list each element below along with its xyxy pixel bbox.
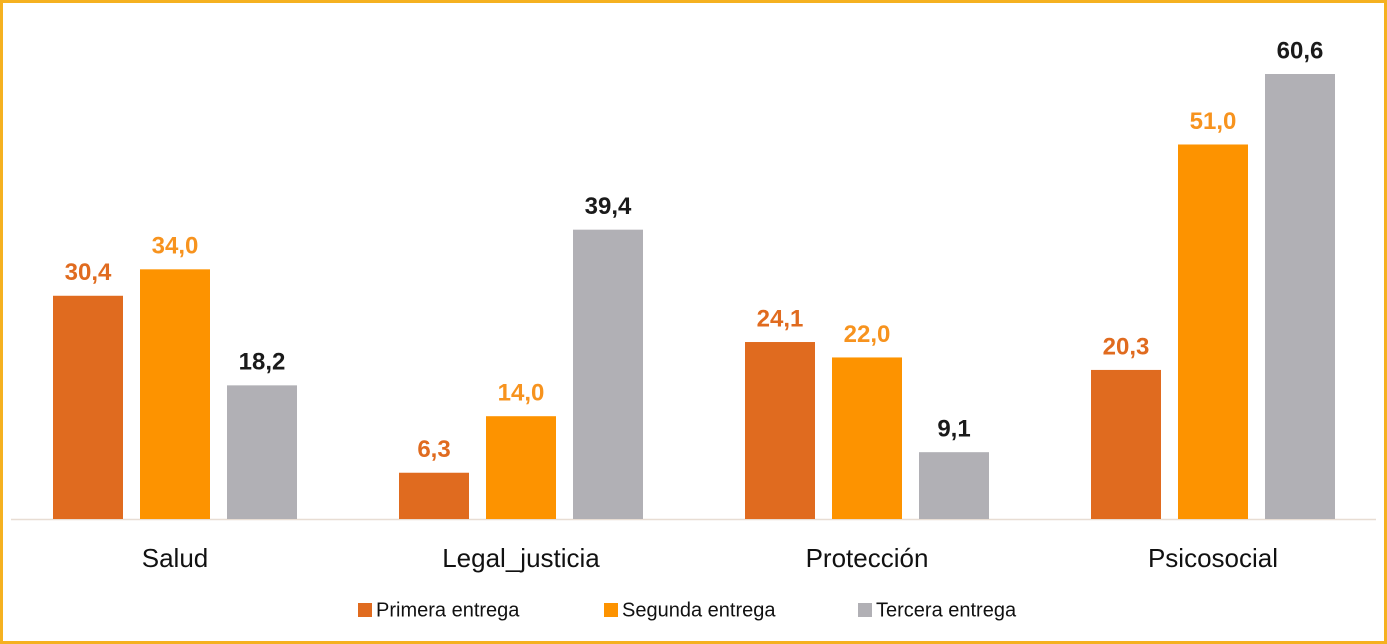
bar: [573, 229, 643, 519]
x-tick-label: Legal_justicia: [442, 543, 600, 573]
bar: [919, 452, 989, 519]
value-label: 34,0: [152, 233, 199, 260]
legend-label: Segunda entrega: [622, 599, 776, 621]
bar: [399, 472, 469, 519]
value-label: 22,0: [844, 321, 891, 348]
bar: [140, 269, 210, 519]
bar: [1265, 74, 1335, 519]
value-label: 24,1: [757, 305, 804, 332]
bar: [1178, 144, 1248, 519]
bar: [53, 295, 123, 519]
x-tick-label: Psicosocial: [1148, 543, 1278, 573]
value-label: 18,2: [239, 349, 286, 376]
bar: [1091, 369, 1161, 519]
value-label: 6,3: [417, 436, 450, 463]
value-label: 51,0: [1190, 108, 1237, 135]
bar: [832, 357, 902, 519]
bar: [227, 385, 297, 519]
x-tick-label: Salud: [142, 543, 209, 573]
bar: [486, 416, 556, 519]
legend-label: Tercera entrega: [876, 599, 1017, 621]
value-label: 9,1: [937, 416, 970, 443]
value-label: 39,4: [585, 193, 632, 220]
legend-label: Primera entrega: [376, 599, 520, 621]
value-label: 14,0: [498, 380, 545, 407]
x-tick-label: Protección: [806, 543, 929, 573]
legend-swatch: [358, 603, 372, 617]
value-label: 30,4: [65, 259, 112, 286]
bar: [745, 342, 815, 519]
value-label: 60,6: [1277, 37, 1324, 64]
value-label: 20,3: [1103, 333, 1150, 360]
legend-swatch: [604, 603, 618, 617]
legend-swatch: [858, 603, 872, 617]
